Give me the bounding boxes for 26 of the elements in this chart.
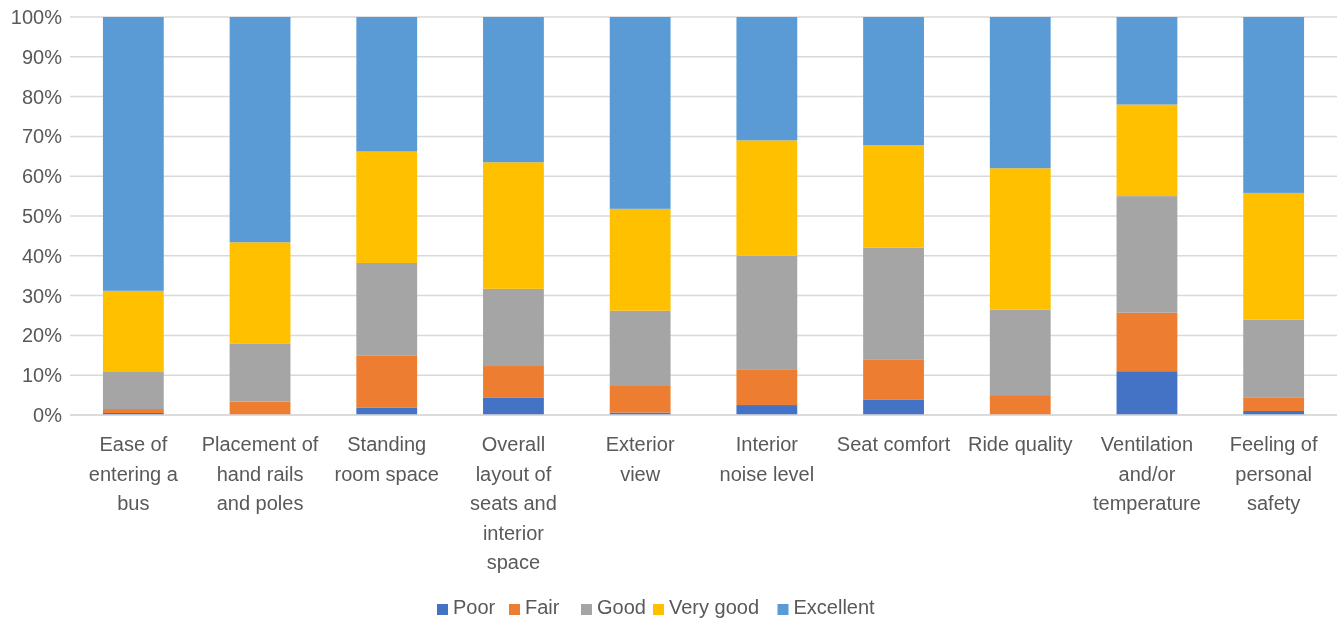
y-tick-label: 100% — [10, 6, 63, 28]
y-tick-label: 20% — [21, 324, 63, 347]
x-tick-label: Standing room space — [334, 433, 439, 485]
x-tick-label: Ventilation and/or temperature — [1093, 433, 1201, 514]
legend-label: Poor — [453, 596, 496, 618]
y-tick-label: 60% — [21, 165, 63, 188]
legend-label: Excellent — [793, 596, 876, 618]
y-tick-label: 80% — [21, 85, 63, 108]
y-tick-label: 10% — [21, 364, 63, 387]
legend-label: Good — [597, 596, 646, 618]
x-tick-label: Ride quality — [967, 433, 1073, 455]
x-tick-label: Seat comfort — [836, 433, 951, 455]
y-tick-label: 0% — [33, 404, 63, 426]
legend-label: Very good — [669, 596, 760, 618]
x-tick-label: Overall layout of seats and interior space — [470, 433, 557, 573]
x-tick-label: Ease of entering a bus — [88, 433, 179, 514]
y-tick-label: 70% — [21, 125, 63, 148]
x-tick-label: Placement of hand rails and poles — [201, 433, 319, 514]
y-tick-label: 90% — [21, 45, 63, 68]
y-tick-label: 50% — [21, 205, 63, 227]
y-tick-label: 30% — [21, 284, 63, 307]
y-tick-label: 40% — [21, 244, 63, 267]
x-tick-label: Interior noise level — [719, 433, 815, 485]
legend-label: Fair — [525, 596, 560, 618]
x-tick-label: Feeling of personal safety — [1229, 433, 1318, 514]
x-tick-label: Exterior view — [605, 433, 675, 485]
